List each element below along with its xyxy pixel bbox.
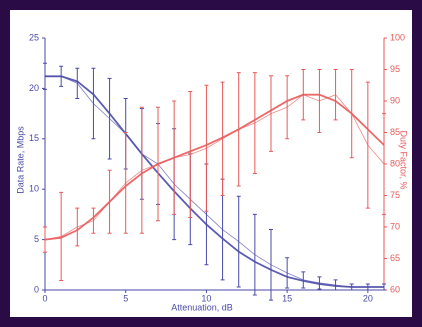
error-bar [333,279,338,291]
error-bar [317,69,322,133]
y2-tick-label: 100 [390,32,405,42]
y2-tick-label: 85 [390,127,400,137]
y2-axis-label: Duty Factor, % [399,130,409,189]
fit-line [45,75,384,288]
error-bar [382,113,386,215]
fit-line [44,93,385,241]
error-bar [301,271,306,289]
error-bar [269,229,273,301]
x-tick-label: 5 [123,293,128,303]
y2-tick-label: 70 [390,221,400,231]
error-bar [252,72,257,174]
error-bar [204,84,209,212]
x-tick-label: 0 [42,293,47,303]
y-tick-label: 15 [29,133,39,143]
x-tick-label: 10 [201,293,211,303]
error-bar [188,91,193,219]
error-bar [139,106,144,234]
y-tick-label: 5 [34,234,39,244]
x-axis-label: Attenuation, dB [171,302,233,312]
y2-tick-label: 65 [390,253,400,263]
error-bar [59,191,64,282]
error-bar [91,67,96,140]
error-bar [220,81,225,196]
y2-tick-label: 90 [390,95,400,105]
y-tick-label: 20 [29,83,39,93]
y2-tick-label: 60 [390,284,400,294]
error-bar [107,77,112,160]
error-bar [123,132,128,234]
y2-tick-label: 95 [390,64,400,74]
error-bar [236,195,241,288]
error-bar [365,81,370,209]
error-bar [91,207,96,234]
x-tick-label: 15 [282,293,292,303]
y-axis-label: Data Rate, Mbps [15,126,25,194]
data-line [45,75,384,288]
error-bar [285,257,290,289]
error-bar [333,69,338,121]
y-tick-label: 10 [29,184,39,194]
y-tick-label: 0 [34,284,39,294]
chart: Attenuation, dB Data Rate, Mbps Duty Fac… [10,10,412,317]
y2-tick-label: 75 [390,190,400,200]
y2-tick-label: 80 [390,158,400,168]
error-bar [252,213,257,296]
error-bar [75,207,80,247]
error-bar [269,75,273,152]
x-tick-label: 20 [363,293,373,303]
data-line [44,94,385,240]
y-tick-label: 25 [29,32,39,42]
error-bar [285,75,290,140]
error-bar [317,276,322,290]
error-bar [75,67,80,99]
